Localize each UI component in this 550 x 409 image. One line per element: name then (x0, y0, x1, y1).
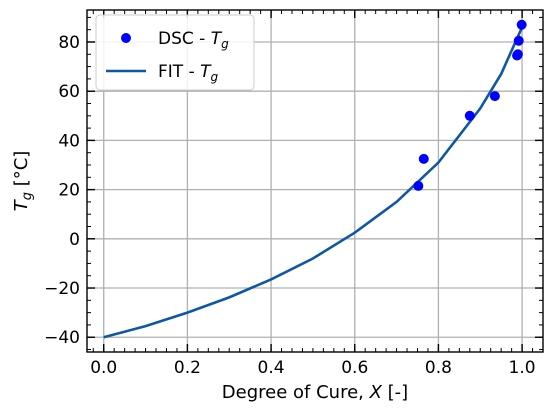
legend-entry-dsc-name: DSC - (158, 29, 211, 49)
y-axis-label-sub: g (20, 192, 35, 200)
data-point (512, 49, 523, 60)
ticks (87, 10, 544, 352)
legend-entry-dsc: DSC - Tg (158, 29, 229, 51)
y-tick-label: 40 (58, 131, 80, 151)
legend-entry-fit-var: T (200, 62, 212, 82)
x-tick-label: 0.8 (425, 358, 452, 378)
data-point (418, 153, 429, 164)
grid (87, 10, 543, 352)
legend-entry-dsc-var: T (211, 29, 223, 49)
legend-entry-dsc-sub: g (221, 37, 229, 51)
data-point (513, 35, 524, 46)
data-point (464, 110, 475, 121)
y-tick-label: −40 (44, 328, 80, 348)
y-tick-label: 60 (58, 82, 80, 102)
legend-entry-fit-sub: g (211, 70, 219, 84)
y-axis-label-suffix: [°C] (11, 151, 32, 192)
plot-frame (86, 9, 544, 353)
y-axis-label: Tg [°C] (11, 151, 35, 212)
y-axis-label-var: T (11, 198, 32, 211)
y-tick-label: 80 (58, 33, 80, 53)
x-axis-label-var: X (369, 382, 383, 403)
series-layer (103, 19, 527, 339)
x-tick-label: 0.0 (90, 358, 117, 378)
legend-marker-dsc (121, 33, 131, 43)
x-axis-label-text: Degree of Cure, (222, 382, 370, 403)
data-point (489, 91, 500, 102)
y-tick-label: −20 (44, 279, 80, 299)
fit-curve (103, 26, 524, 339)
data-point (516, 19, 527, 30)
x-tick-label: 0.6 (341, 358, 368, 378)
x-axis-label-suffix: [-] (382, 382, 408, 403)
y-tick-label: 20 (58, 181, 80, 201)
x-tick-label: 1.0 (509, 358, 536, 378)
legend-entry-fit: FIT - Tg (158, 62, 219, 84)
y-tick-label: 0 (69, 230, 80, 250)
tick-labels: 0.0 0.2 0.4 0.6 0.8 1.0 −40 −20 0 20 40 60 80 (44, 33, 535, 378)
legend-entry-fit-name: FIT - (158, 62, 200, 82)
data-point (413, 180, 424, 191)
x-tick-label: 0.4 (258, 358, 285, 378)
x-axis-label: Degree of Cure, X [-] (222, 382, 408, 403)
legend: DSC - Tg FIT - Tg (95, 14, 255, 91)
x-tick-label: 0.2 (174, 358, 201, 378)
